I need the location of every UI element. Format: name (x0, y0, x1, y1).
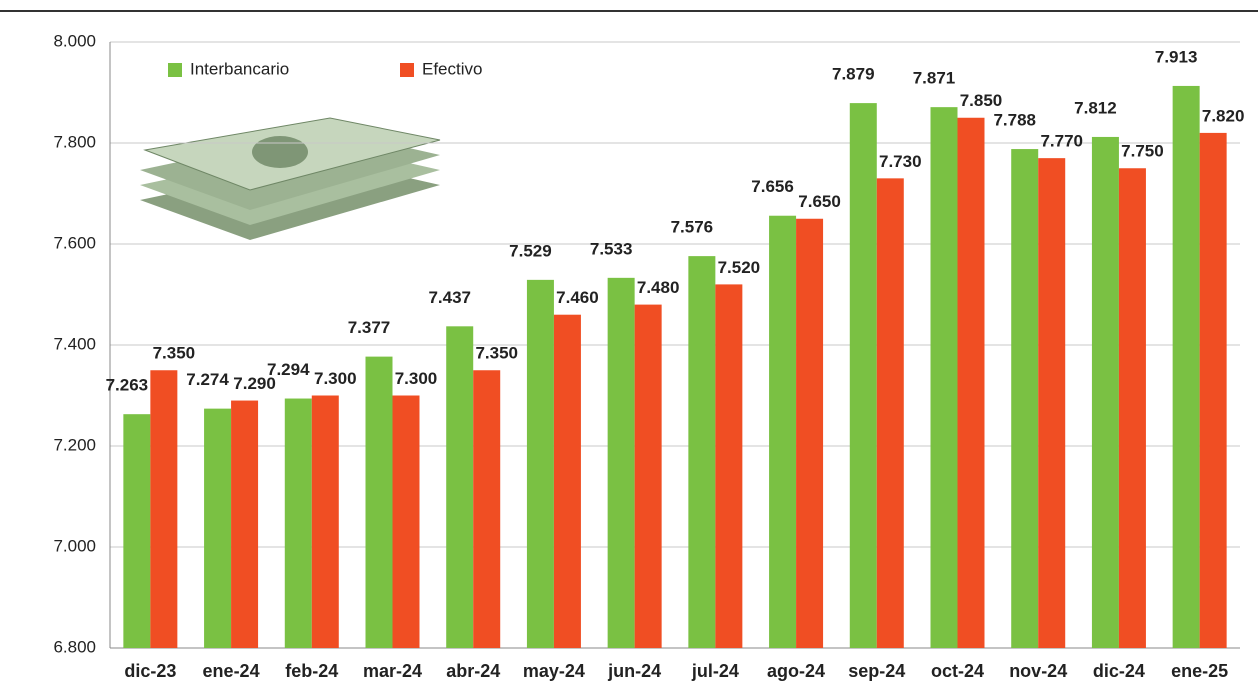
x-tick-label: ago-24 (767, 661, 825, 681)
x-tick-label: dic-24 (1093, 661, 1145, 681)
value-label: 7.294 (267, 360, 310, 379)
bar (1092, 137, 1119, 648)
bar (554, 315, 581, 648)
value-label: 7.820 (1202, 106, 1245, 125)
y-tick-label: 7.400 (53, 334, 96, 353)
bar (473, 370, 500, 648)
value-label: 7.274 (186, 370, 229, 389)
bar (1011, 149, 1038, 648)
bar (850, 103, 877, 648)
bar (796, 219, 823, 648)
chart: 6.800 7.000 7.200 7.400 7.600 7.800 8.000 dic-2… (0, 0, 1258, 696)
value-label: 7.480 (637, 278, 680, 297)
y-tick-label: 7.800 (53, 132, 96, 151)
x-tick-label: nov-24 (1009, 661, 1067, 681)
value-label: 7.650 (798, 192, 841, 211)
x-tick-label: dic-23 (124, 661, 176, 681)
bar (877, 178, 904, 648)
legend-label: Efectivo (422, 59, 482, 78)
bar (366, 357, 393, 648)
y-tick-label: 6.800 (53, 637, 96, 656)
bar (931, 107, 958, 648)
bar (688, 256, 715, 648)
x-tick-label: abr-24 (446, 661, 500, 681)
value-label: 7.788 (993, 111, 1036, 130)
value-label: 7.913 (1155, 47, 1198, 66)
bar (204, 409, 231, 648)
bar (123, 414, 150, 648)
bar (635, 305, 662, 648)
bar (715, 284, 742, 648)
value-label: 7.377 (348, 318, 391, 337)
x-tick-label: sep-24 (848, 661, 905, 681)
bar (1173, 86, 1200, 648)
legend-label: Interbancario (190, 59, 289, 78)
bar (150, 370, 177, 648)
x-tick-label: oct-24 (931, 661, 984, 681)
bar (393, 396, 420, 649)
x-tick-label: mar-24 (363, 661, 422, 681)
y-tick-label: 7.200 (53, 435, 96, 454)
legend-marker (168, 63, 182, 77)
value-label: 7.300 (395, 369, 438, 388)
x-tick-label: jul-24 (691, 661, 739, 681)
value-label: 7.812 (1074, 98, 1117, 117)
value-label: 7.656 (751, 177, 794, 196)
x-tick-label: ene-24 (203, 661, 260, 681)
bar (1119, 168, 1146, 648)
bar (1038, 158, 1065, 648)
y-tick-label: 8.000 (53, 31, 96, 50)
bar (285, 399, 312, 648)
value-label: 7.300 (314, 369, 357, 388)
bar (608, 278, 635, 648)
value-label: 7.850 (960, 91, 1003, 110)
y-tick-label: 7.000 (53, 536, 96, 555)
bar (312, 396, 339, 649)
value-label: 7.533 (590, 239, 633, 258)
value-label: 7.350 (475, 344, 518, 363)
bar (769, 216, 796, 648)
legend-marker (400, 63, 414, 77)
bar (231, 401, 258, 648)
value-label: 7.529 (509, 241, 552, 260)
value-label: 7.871 (913, 69, 956, 88)
bar (446, 326, 473, 648)
x-tick-label: jun-24 (607, 661, 661, 681)
value-label: 7.437 (428, 288, 471, 307)
value-label: 7.879 (832, 65, 875, 84)
x-tick-label: feb-24 (285, 661, 338, 681)
value-label: 7.520 (718, 258, 761, 277)
y-tick-label: 7.600 (53, 233, 96, 252)
x-tick-label: ene-25 (1171, 661, 1228, 681)
value-label: 7.263 (106, 376, 149, 395)
value-label: 7.576 (671, 218, 714, 237)
value-label: 7.730 (879, 152, 922, 171)
bar (958, 118, 985, 648)
x-tick-label: may-24 (523, 661, 585, 681)
bar (527, 280, 554, 648)
value-label: 7.460 (556, 288, 599, 307)
value-label: 7.770 (1040, 132, 1083, 151)
bar (1200, 133, 1227, 648)
value-label: 7.350 (153, 344, 196, 363)
value-label: 7.750 (1121, 142, 1164, 161)
